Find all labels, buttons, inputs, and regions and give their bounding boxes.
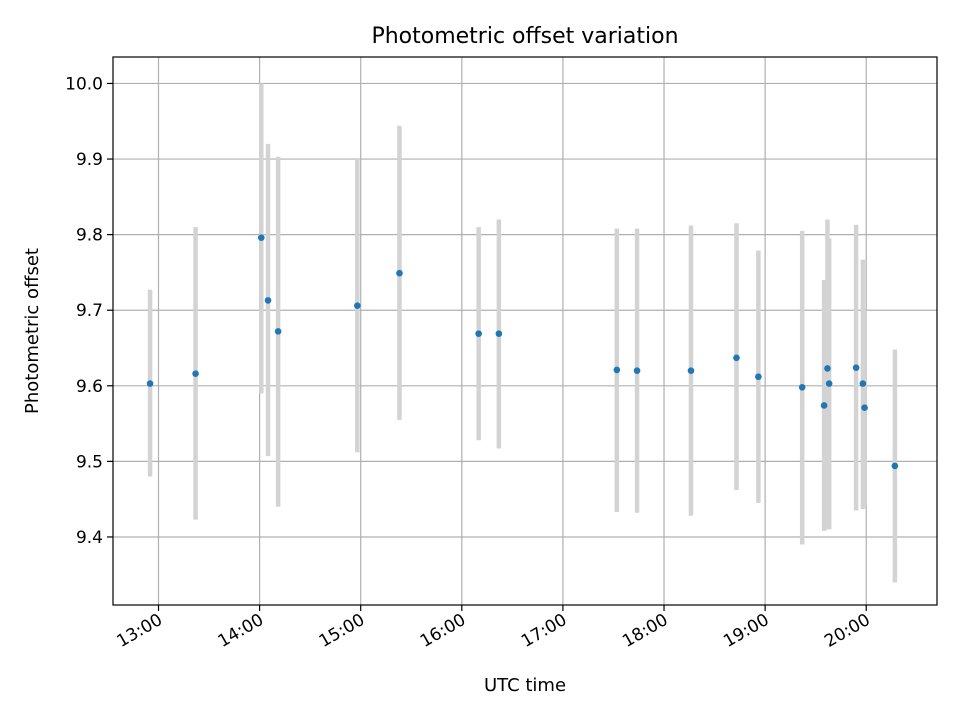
data-point [274,328,282,335]
data-point [824,365,831,372]
data-points [146,234,899,470]
data-point [687,367,695,374]
data-point [354,302,361,309]
data-point [798,384,806,391]
y-tick-label: 9.6 [76,377,103,397]
data-point [396,269,403,277]
y-tick-label: 10.0 [65,74,103,94]
y-axis-ticks: 9.4 9.5 9.6 9.7 9.8 9.9 10.0 [65,74,113,548]
y-tick-label: 9.8 [76,226,103,246]
data-point [825,380,833,387]
data-point [852,364,860,371]
x-axis-label: UTC time [484,675,566,696]
data-point [755,373,762,381]
data-point [192,370,199,378]
data-point [859,380,867,387]
plot-frame [112,56,938,606]
chart-title: Photometric offset variation [371,24,678,49]
data-point [146,380,154,387]
y-tick-label: 9.5 [76,452,103,472]
data-point [264,297,272,304]
data-point [820,402,828,409]
data-point [733,354,740,362]
y-axis-label: Photometric offset [22,248,43,414]
data-point [633,367,641,374]
data-point [475,330,482,337]
data-point [613,366,621,374]
y-tick-label: 9.7 [76,301,103,321]
data-point [861,404,868,412]
data-point [495,330,503,337]
data-point [257,234,265,241]
y-tick-label: 9.4 [76,528,103,548]
data-point [891,462,899,470]
y-tick-label: 9.9 [76,150,103,170]
